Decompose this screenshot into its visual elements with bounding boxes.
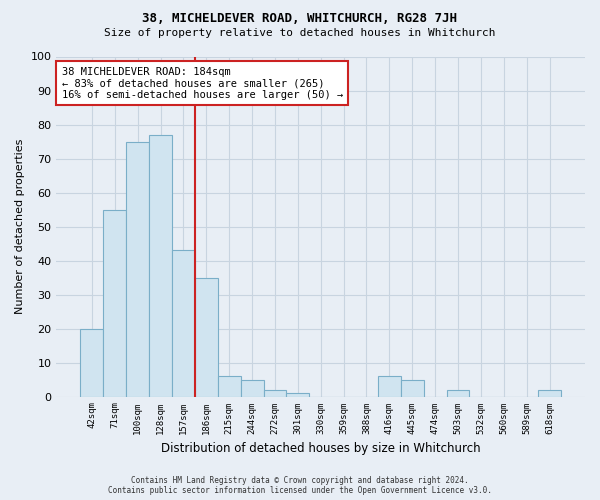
- X-axis label: Distribution of detached houses by size in Whitchurch: Distribution of detached houses by size …: [161, 442, 481, 455]
- Bar: [286, 393, 309, 396]
- Text: 38 MICHELDEVER ROAD: 184sqm
← 83% of detached houses are smaller (265)
16% of se: 38 MICHELDEVER ROAD: 184sqm ← 83% of det…: [62, 66, 343, 100]
- Bar: [195, 278, 218, 396]
- Bar: [241, 380, 263, 396]
- Bar: [149, 134, 172, 396]
- Y-axis label: Number of detached properties: Number of detached properties: [15, 139, 25, 314]
- Bar: [80, 328, 103, 396]
- Bar: [401, 380, 424, 396]
- Bar: [446, 390, 469, 396]
- Text: Contains HM Land Registry data © Crown copyright and database right 2024.
Contai: Contains HM Land Registry data © Crown c…: [108, 476, 492, 495]
- Text: Size of property relative to detached houses in Whitchurch: Size of property relative to detached ho…: [104, 28, 496, 38]
- Bar: [126, 142, 149, 396]
- Bar: [378, 376, 401, 396]
- Bar: [263, 390, 286, 396]
- Bar: [172, 250, 195, 396]
- Bar: [218, 376, 241, 396]
- Text: 38, MICHELDEVER ROAD, WHITCHURCH, RG28 7JH: 38, MICHELDEVER ROAD, WHITCHURCH, RG28 7…: [143, 12, 458, 26]
- Bar: [538, 390, 561, 396]
- Bar: [103, 210, 126, 396]
